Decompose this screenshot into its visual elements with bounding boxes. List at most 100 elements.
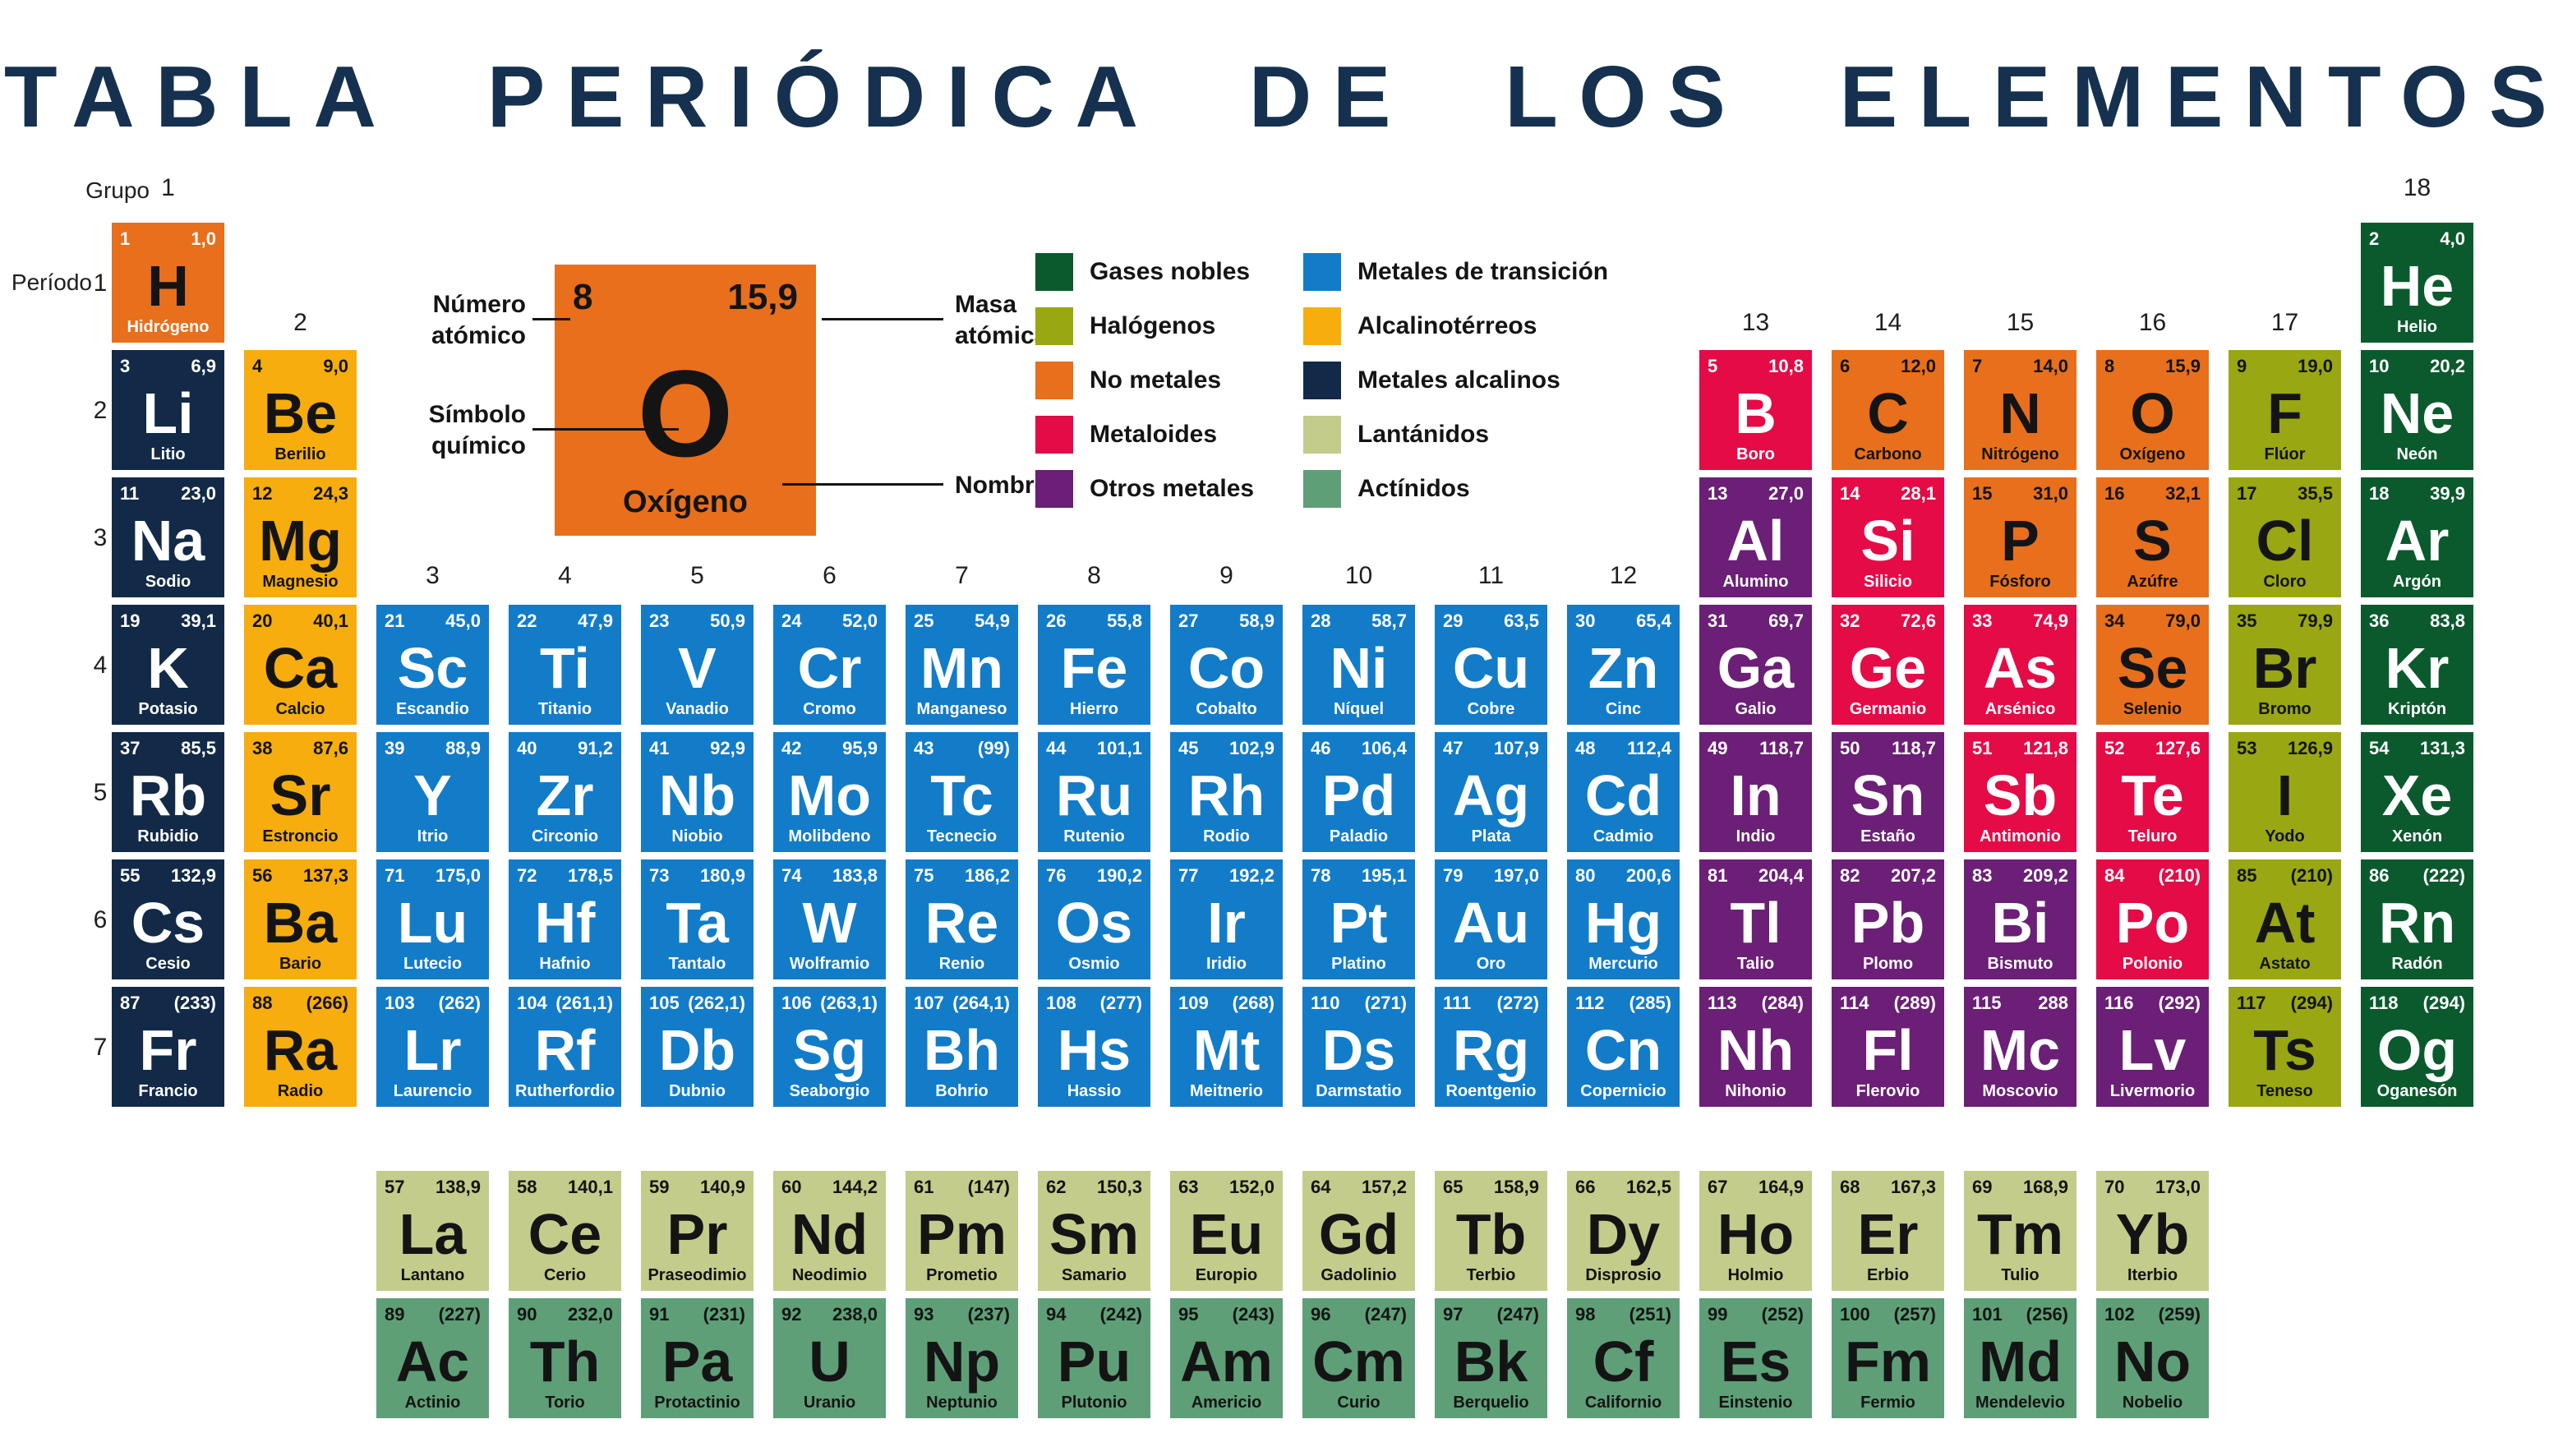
element-name: Teluro [2127, 827, 2178, 845]
atomic-number: 28 [1311, 611, 1331, 631]
element-name: Copernicio [1580, 1082, 1666, 1100]
atomic-mass: 83,8 [2430, 611, 2465, 631]
atomic-number: 3 [120, 356, 131, 376]
atomic-mass: 173,0 [2155, 1177, 2201, 1197]
atomic-number: 23 [649, 611, 670, 631]
atomic-mass: 175,0 [435, 865, 481, 886]
atomic-mass: (210) [2290, 865, 2333, 886]
element-Co: 27 58,9 Co Cobalto [1170, 605, 1283, 725]
element-symbol: Be [263, 380, 338, 445]
element-Eu: 63 152,0 Eu Europio [1170, 1171, 1283, 1291]
element-top-row: 17 35,5 [2229, 477, 2341, 503]
atomic-number: 6 [1840, 356, 1851, 376]
element-name: Neón [2396, 445, 2438, 463]
atomic-mass: (263,1) [820, 993, 878, 1013]
element-name: Laurencio [393, 1082, 472, 1100]
atomic-mass: 118,7 [1759, 738, 1804, 758]
element-top-row: 21 45,0 [376, 605, 489, 630]
atomic-number: 45 [1178, 738, 1199, 758]
legend-label-halogen: Halógenos [1090, 312, 1216, 339]
element-symbol: Au [1452, 890, 1530, 955]
element-name: Flerovio [1855, 1082, 1920, 1100]
legend-item-halogen: Halógenos [1035, 307, 1215, 345]
key-label-atomic-number: Número atómico [431, 291, 526, 349]
element-symbol: S [2133, 508, 2172, 573]
element-He: 2 4,0 He Helio [2361, 223, 2473, 343]
element-symbol: Sr [270, 763, 331, 827]
element-name: Molibdeno [788, 827, 871, 845]
element-Cd: 48 112,4 Cd Cadmio [1567, 732, 1680, 852]
element-symbol: V [678, 635, 717, 700]
element-symbol: Db [658, 1017, 736, 1082]
element-name: Radio [277, 1082, 324, 1100]
element-symbol: C [1867, 380, 1909, 445]
element-name: Meitnerio [1190, 1082, 1263, 1100]
element-top-row: 105 (262,1) [641, 987, 754, 1012]
element-symbol: O [2130, 380, 2175, 445]
element-Cl: 17 35,5 Cl Cloro [2229, 477, 2341, 597]
element-name: Escandio [396, 700, 469, 718]
element-Ho: 67 164,9 Ho Holmio [1699, 1171, 1812, 1291]
element-top-row: 80 200,6 [1567, 859, 1680, 885]
atomic-mass: (285) [1629, 993, 1671, 1013]
element-top-row: 43 (99) [906, 732, 1018, 758]
element-name: Roentgenio [1445, 1082, 1537, 1100]
element-Ga: 31 69,7 Ga Galio [1699, 605, 1812, 725]
element-top-row: 61 (147) [906, 1171, 1018, 1196]
element-symbol: Np [923, 1329, 1001, 1394]
element-symbol: Yb [2115, 1201, 2190, 1266]
element-top-row: 63 152,0 [1170, 1171, 1283, 1196]
atomic-mass: 180,9 [699, 865, 745, 886]
element-Nh: 113 (284) Nh Nihonio [1699, 987, 1812, 1107]
element-top-row: 56 137,3 [244, 859, 357, 885]
element-top-row: 50 118,7 [1832, 732, 1944, 758]
element-H: 1 1,0 H Hidrógeno [112, 223, 224, 343]
element-symbol: Sc [397, 635, 468, 700]
key-example-top: 8 15,9 [555, 265, 816, 316]
atomic-number: 37 [120, 738, 141, 758]
element-name: Fermio [1860, 1394, 1915, 1412]
element-symbol: B [1735, 380, 1777, 445]
element-symbol: P [2001, 508, 2040, 573]
element-top-row: 115 288 [1964, 987, 2076, 1012]
atomic-number: 94 [1046, 1304, 1067, 1325]
element-top-row: 23 50,9 [641, 605, 754, 630]
atomic-number: 63 [1178, 1177, 1199, 1197]
atomic-mass: 54,9 [975, 611, 1010, 631]
element-symbol: Cm [1312, 1329, 1405, 1394]
atomic-mass: 106,4 [1361, 738, 1407, 758]
element-symbol: H [147, 253, 189, 318]
element-symbol: Pa [661, 1329, 733, 1394]
element-name: Paladio [1329, 827, 1389, 845]
element-name: Plata [1471, 827, 1511, 845]
element-Ds: 110 (271) Ds Darmstatio [1302, 987, 1415, 1107]
element-top-row: 12 24,3 [244, 477, 357, 503]
element-symbol: Os [1055, 890, 1133, 955]
atomic-number: 66 [1575, 1177, 1596, 1197]
element-V: 23 50,9 V Vanadio [641, 605, 754, 725]
element-symbol: Na [131, 508, 205, 573]
element-Se: 34 79,0 Se Selenio [2096, 605, 2209, 725]
element-top-row: 38 87,6 [244, 732, 357, 758]
element-name: Cadmio [1593, 827, 1654, 845]
atomic-number: 90 [517, 1304, 537, 1325]
atomic-mass: 112,4 [1627, 738, 1671, 758]
atomic-number: 76 [1046, 865, 1067, 886]
atomic-number: 13 [1708, 483, 1728, 504]
element-symbol: Ti [540, 635, 590, 700]
element-name: Itrio [417, 827, 449, 845]
legend-label-actinide: Actínidos [1357, 475, 1470, 502]
element-Ts: 117 (294) Ts Teneso [2229, 987, 2341, 1107]
atomic-number: 24 [781, 611, 802, 631]
element-symbol: Al [1726, 508, 1785, 573]
atomic-number: 117 [2237, 993, 2266, 1013]
element-top-row: 112 (285) [1567, 987, 1680, 1012]
element-symbol: Cs [131, 890, 205, 955]
element-Db: 105 (262,1) Db Dubnio [641, 987, 754, 1107]
element-name: Niobio [671, 827, 723, 845]
element-top-row: 88 (266) [244, 987, 357, 1012]
atomic-number: 101 [1972, 1304, 2003, 1325]
period-label-3: 3 [93, 524, 108, 551]
atomic-mass: 24,3 [313, 483, 348, 504]
